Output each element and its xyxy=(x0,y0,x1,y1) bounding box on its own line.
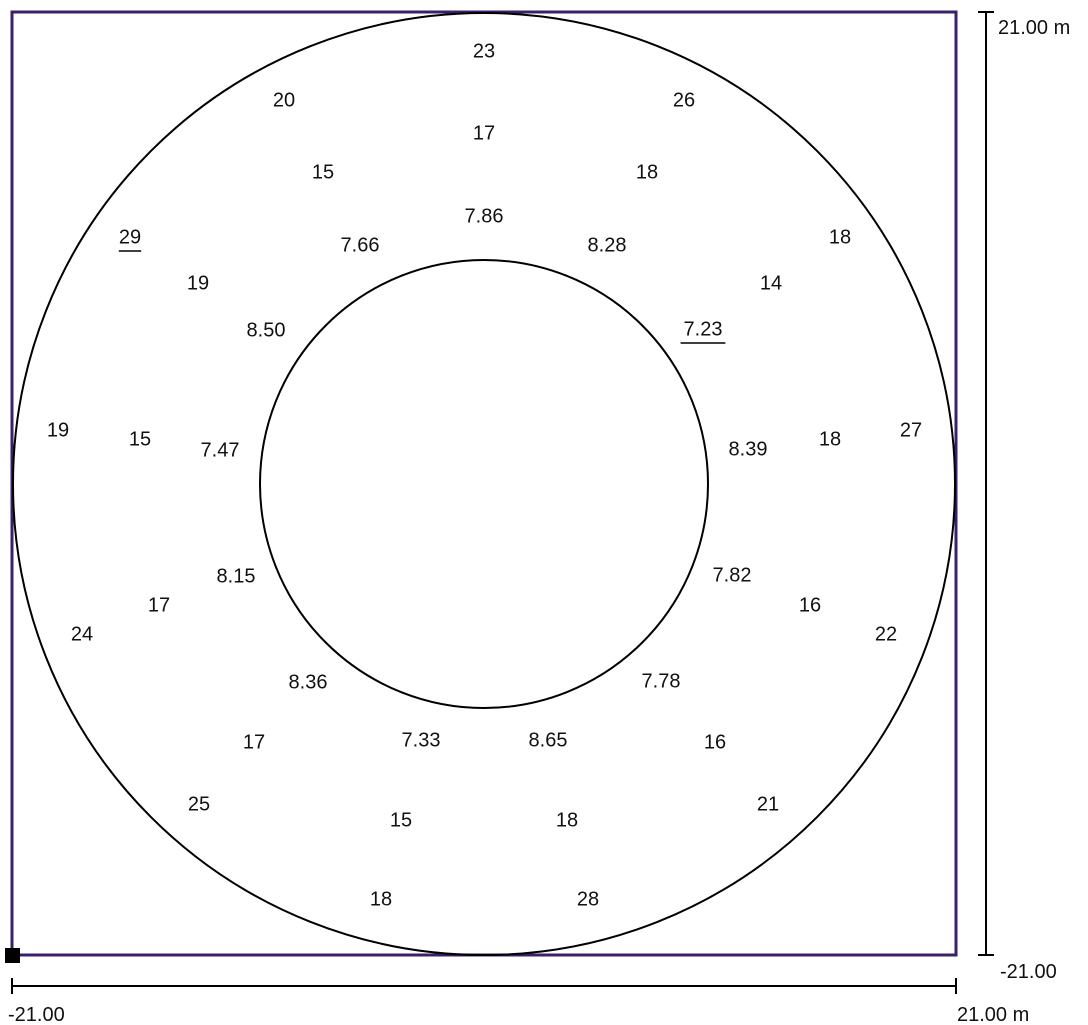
value-label: 8.28 xyxy=(588,234,627,256)
outer-ring xyxy=(12,12,956,956)
value-label: 8.65 xyxy=(529,729,568,751)
value-label: 20 xyxy=(273,89,295,111)
value-label: 16 xyxy=(799,594,821,616)
value-labels: 23 20 26 17 15 18 7.86 29 7.66 8.28 18 19 14 8.50 7.23… xyxy=(47,40,922,910)
value-label: 18 xyxy=(819,428,841,450)
value-label: 15 xyxy=(390,809,412,831)
value-label: 8.36 xyxy=(289,671,328,693)
value-label: 19 xyxy=(47,419,69,441)
value-label: 14 xyxy=(760,272,782,294)
value-label: 18 xyxy=(636,161,658,183)
value-label: 27 xyxy=(900,419,922,441)
value-label: 8.50 xyxy=(247,319,286,341)
inner-ring xyxy=(259,259,709,709)
value-label: 7.33 xyxy=(402,729,441,751)
value-label: 15 xyxy=(312,161,334,183)
value-label: 23 xyxy=(473,40,495,62)
value-label: 22 xyxy=(875,623,897,645)
horizontal-scale: -21.00 21.00 m xyxy=(8,978,1029,1025)
vertical-scale-top-label: 21.00 m xyxy=(998,17,1070,39)
value-label: 25 xyxy=(188,793,210,815)
value-label: 7.66 xyxy=(341,234,380,256)
value-label: 28 xyxy=(577,888,599,910)
value-label: 8.15 xyxy=(217,565,256,587)
value-label: 15 xyxy=(129,428,151,450)
value-label: 17 xyxy=(148,594,170,616)
value-label: 19 xyxy=(187,272,209,294)
value-label: 21 xyxy=(757,793,779,815)
origin-marker xyxy=(5,948,20,963)
area-frame xyxy=(10,10,958,957)
value-label: 7.82 xyxy=(713,564,752,586)
value-label: 17 xyxy=(473,122,495,144)
vertical-scale: 21.00 m -21.00 xyxy=(978,11,1070,983)
vertical-scale-bottom-label: -21.00 xyxy=(1000,961,1057,983)
value-label: 17 xyxy=(243,731,265,753)
value-label: 18 xyxy=(370,888,392,910)
value-label: 7.78 xyxy=(642,670,681,692)
horizontal-scale-left-label: -21.00 xyxy=(8,1004,65,1025)
value-label: 7.86 xyxy=(465,205,504,227)
value-label: 7.47 xyxy=(201,439,240,461)
value-label: 16 xyxy=(704,731,726,753)
value-label: 26 xyxy=(673,89,695,111)
value-label: 8.39 xyxy=(729,438,768,460)
value-label: 18 xyxy=(556,809,578,831)
value-label: 24 xyxy=(71,623,93,645)
value-label: 7.23 xyxy=(684,318,723,340)
value-label: 18 xyxy=(829,226,851,248)
horizontal-scale-right-label: 21.00 m xyxy=(957,1004,1029,1025)
value-label: 29 xyxy=(119,226,141,248)
